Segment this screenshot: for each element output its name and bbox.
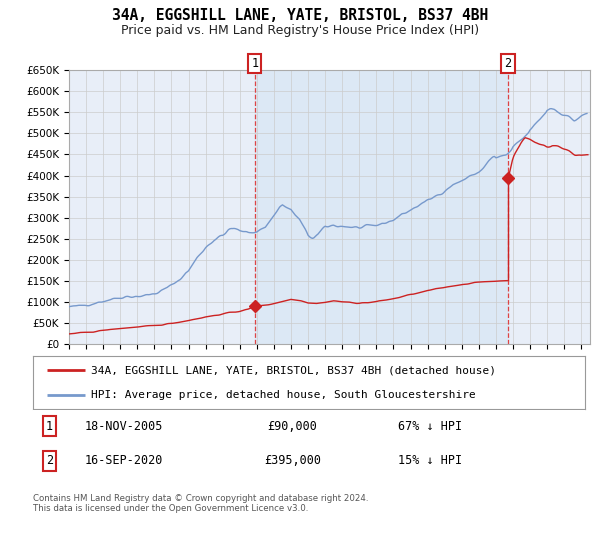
Text: 2: 2 bbox=[505, 57, 512, 70]
Text: 1: 1 bbox=[251, 57, 259, 70]
Text: Price paid vs. HM Land Registry's House Price Index (HPI): Price paid vs. HM Land Registry's House … bbox=[121, 24, 479, 36]
Text: 18-NOV-2005: 18-NOV-2005 bbox=[85, 419, 163, 433]
Text: £395,000: £395,000 bbox=[264, 454, 321, 468]
Text: Contains HM Land Registry data © Crown copyright and database right 2024.
This d: Contains HM Land Registry data © Crown c… bbox=[33, 494, 368, 514]
Text: HPI: Average price, detached house, South Gloucestershire: HPI: Average price, detached house, Sout… bbox=[91, 390, 476, 400]
Text: 34A, EGGSHILL LANE, YATE, BRISTOL, BS37 4BH: 34A, EGGSHILL LANE, YATE, BRISTOL, BS37 … bbox=[112, 8, 488, 24]
Text: 2: 2 bbox=[46, 454, 53, 468]
Text: 67% ↓ HPI: 67% ↓ HPI bbox=[398, 419, 463, 433]
Bar bbox=[255, 70, 508, 344]
Text: 34A, EGGSHILL LANE, YATE, BRISTOL, BS37 4BH (detached house): 34A, EGGSHILL LANE, YATE, BRISTOL, BS37 … bbox=[91, 366, 496, 376]
Text: 15% ↓ HPI: 15% ↓ HPI bbox=[398, 454, 463, 468]
Text: 1: 1 bbox=[46, 419, 53, 433]
Text: £90,000: £90,000 bbox=[268, 419, 317, 433]
Text: 16-SEP-2020: 16-SEP-2020 bbox=[85, 454, 163, 468]
